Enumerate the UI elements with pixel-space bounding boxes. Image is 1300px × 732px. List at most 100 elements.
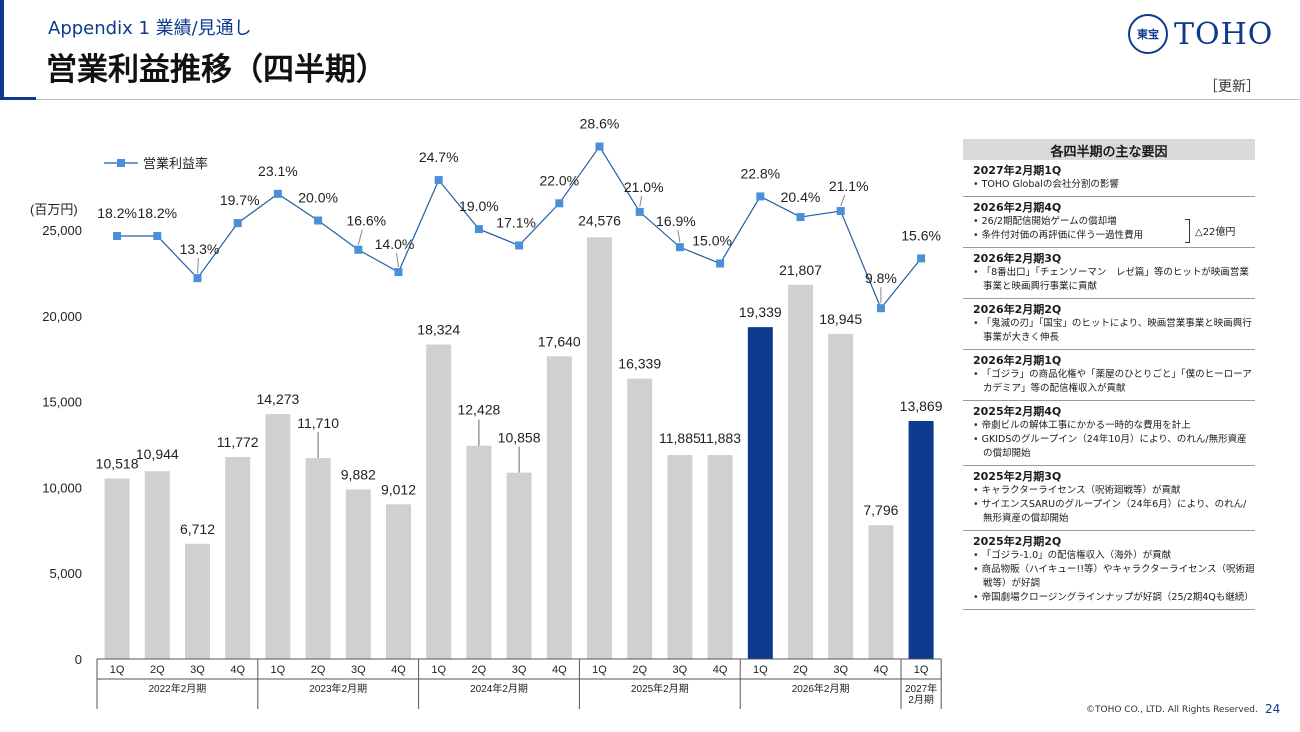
bar-value-label: 14,273 — [256, 391, 299, 407]
factor-bullet: 商品物販（ハイキュー!!等）やキャラクターライセンス（呪術廻戦等）が好調 — [973, 563, 1255, 591]
factor-bullets: 26/2期配信開始ゲームの償却増条件付対価の再評価に伴う一過性費用 — [973, 215, 1255, 243]
x-tick-label: 3Q — [351, 664, 366, 676]
margin-label-leader — [840, 194, 846, 207]
bar — [546, 356, 572, 659]
x-group-label: 2022年2月期 — [148, 682, 206, 695]
x-group-label: 2月期 — [908, 694, 934, 706]
x-tick-label: 3Q — [833, 664, 848, 676]
bar — [225, 456, 251, 659]
page-title: 営業利益推移（四半期） — [46, 52, 387, 88]
factor-bullet: 「鬼滅の刃」「国宝」のヒットにより、映画営業事業と映画興行事業が大きく伸長 — [973, 317, 1255, 345]
factor-item: 2026年2月期2Q「鬼滅の刃」「国宝」のヒットにより、映画営業事業と映画興行事… — [963, 299, 1255, 350]
bar — [587, 237, 612, 660]
margin-marker — [796, 213, 805, 222]
bar — [747, 327, 773, 659]
factor-bullet: サイエンスSARUのグループイン（24年6月）により、のれん/無形資産の償却開始 — [973, 498, 1255, 526]
bar — [426, 344, 452, 659]
factor-title: 2026年2月期1Q — [973, 354, 1062, 367]
margin-marker — [354, 245, 363, 254]
factor-bullets: 「鬼滅の刃」「国宝」のヒットにより、映画営業事業と映画興行事業が大きく伸長 — [973, 317, 1255, 345]
x-tick-label: 1Q — [431, 664, 446, 676]
margin-label-leader — [396, 253, 399, 268]
margin-value-label: 21.1% — [829, 178, 869, 194]
x-tick-label: 4Q — [874, 664, 889, 676]
factor-bullet: 帝劇ビルの解体工事にかかる一時的な費用を計上 — [973, 419, 1255, 433]
x-tick-label: 1Q — [914, 664, 929, 676]
page-number: 24 — [1265, 702, 1281, 716]
bar — [144, 471, 170, 659]
margin-label-leader — [357, 229, 363, 245]
bar-value-label: 16,339 — [618, 356, 661, 372]
margin-marker — [193, 274, 202, 283]
margin-marker — [394, 268, 403, 277]
x-tick-label: 2Q — [150, 664, 165, 676]
bar — [345, 489, 371, 659]
x-tick-label: 4Q — [230, 664, 245, 676]
y-axis-unit: (百万円) — [30, 202, 78, 217]
margin-value-label: 18.2% — [97, 205, 137, 221]
margin-value-label: 19.0% — [459, 198, 499, 214]
bar — [265, 414, 291, 659]
copyright: ©TOHO CO., LTD. All Rights Reserved. — [1086, 705, 1258, 715]
margin-value-label: 23.1% — [258, 163, 298, 179]
factor-item: 2025年2月期4Q帝劇ビルの解体工事にかかる一時的な費用を計上GKIDSのグル… — [963, 401, 1255, 466]
factor-title: 2025年2月期2Q — [973, 535, 1062, 548]
factor-title: 2025年2月期3Q — [973, 470, 1062, 483]
margin-marker — [756, 192, 765, 201]
toho-seal-icon: 東宝 — [1128, 14, 1168, 54]
margin-marker — [273, 189, 282, 198]
x-group-label: 2024年2月期 — [470, 682, 528, 695]
bar-value-label: 19,339 — [739, 304, 782, 320]
factor-bullets: 帝劇ビルの解体工事にかかる一時的な費用を計上GKIDSのグループイン（24年10… — [973, 419, 1255, 461]
update-tag: ［更新］ — [1204, 79, 1260, 95]
x-tick-label: 3Q — [512, 664, 527, 676]
margin-value-label: 15.6% — [901, 227, 941, 243]
margin-value-label: 16.6% — [346, 213, 386, 229]
margin-value-label: 15.0% — [692, 233, 732, 249]
margin-marker — [515, 241, 524, 250]
margin-value-label: 16.9% — [656, 213, 696, 229]
margin-value-label: 20.0% — [298, 190, 338, 206]
bar-value-label: 9,012 — [381, 481, 416, 497]
bar-value-label: 9,882 — [341, 466, 376, 482]
margin-marker — [635, 207, 644, 216]
bar-value-label: 10,944 — [136, 446, 179, 462]
bar-value-label: 18,324 — [417, 322, 460, 338]
x-tick-label: 3Q — [673, 664, 688, 676]
margin-value-label: 21.0% — [624, 179, 664, 195]
factor-bullet: TOHO Globalの会社分割の影響 — [973, 178, 1255, 192]
factor-bullets: TOHO Globalの会社分割の影響 — [973, 178, 1255, 192]
factor-bullets: 「ゴジラ-1.0」の配信権収入（海外）が貢献商品物販（ハイキュー!!等）やキャラ… — [973, 549, 1255, 605]
x-group-label: 2027年 — [905, 682, 937, 695]
x-tick-label: 2Q — [632, 664, 647, 676]
x-tick-label: 1Q — [592, 664, 607, 676]
margin-marker — [716, 259, 725, 268]
x-tick-label: 1Q — [753, 664, 768, 676]
margin-value-label: 22.0% — [539, 172, 579, 188]
factor-bullet: 帝国劇場クロージングラインナップが好調（25/2期4Qも継続） — [973, 591, 1255, 605]
bar-value-label: 17,640 — [538, 333, 581, 349]
bar-value-label: 11,772 — [217, 434, 259, 450]
factor-bullet: 「8番出口」「チェンソーマン レゼ篇」等のヒットが映画営業事業と映画興行事業に貢… — [973, 266, 1255, 294]
margin-label-leader — [639, 195, 643, 207]
factor-bullet: キャラクターライセンス（呪術廻戦等）が貢献 — [973, 484, 1255, 498]
factor-bullets: 「8番出口」「チェンソーマン レゼ篇」等のヒットが映画営業事業と映画興行事業に貢… — [973, 266, 1255, 294]
margin-value-label: 20.4% — [781, 189, 821, 205]
bar — [506, 472, 532, 659]
bar — [828, 333, 854, 659]
y-tick-label: 15,000 — [42, 395, 82, 410]
x-tick-label: 3Q — [190, 664, 205, 676]
factor-item: 2026年2月期3Q「8番出口」「チェンソーマン レゼ篇」等のヒットが映画営業事… — [963, 248, 1255, 299]
factor-bullet: GKIDSのグループイン（24年10月）により、のれん/無形資産の償却開始 — [973, 433, 1255, 461]
margin-value-label: 22.8% — [740, 165, 780, 181]
x-tick-label: 2Q — [311, 664, 326, 676]
bar — [707, 455, 733, 659]
margin-value-label: 13.3% — [180, 241, 220, 257]
margin-value-label: 24.7% — [419, 149, 459, 165]
bar-value-label: 24,576 — [578, 212, 621, 228]
y-tick-label: 5,000 — [49, 566, 82, 581]
margin-marker — [113, 231, 122, 240]
header-divider — [36, 99, 1300, 100]
margin-marker — [836, 207, 845, 216]
margin-value-label: 17.1% — [496, 214, 536, 230]
